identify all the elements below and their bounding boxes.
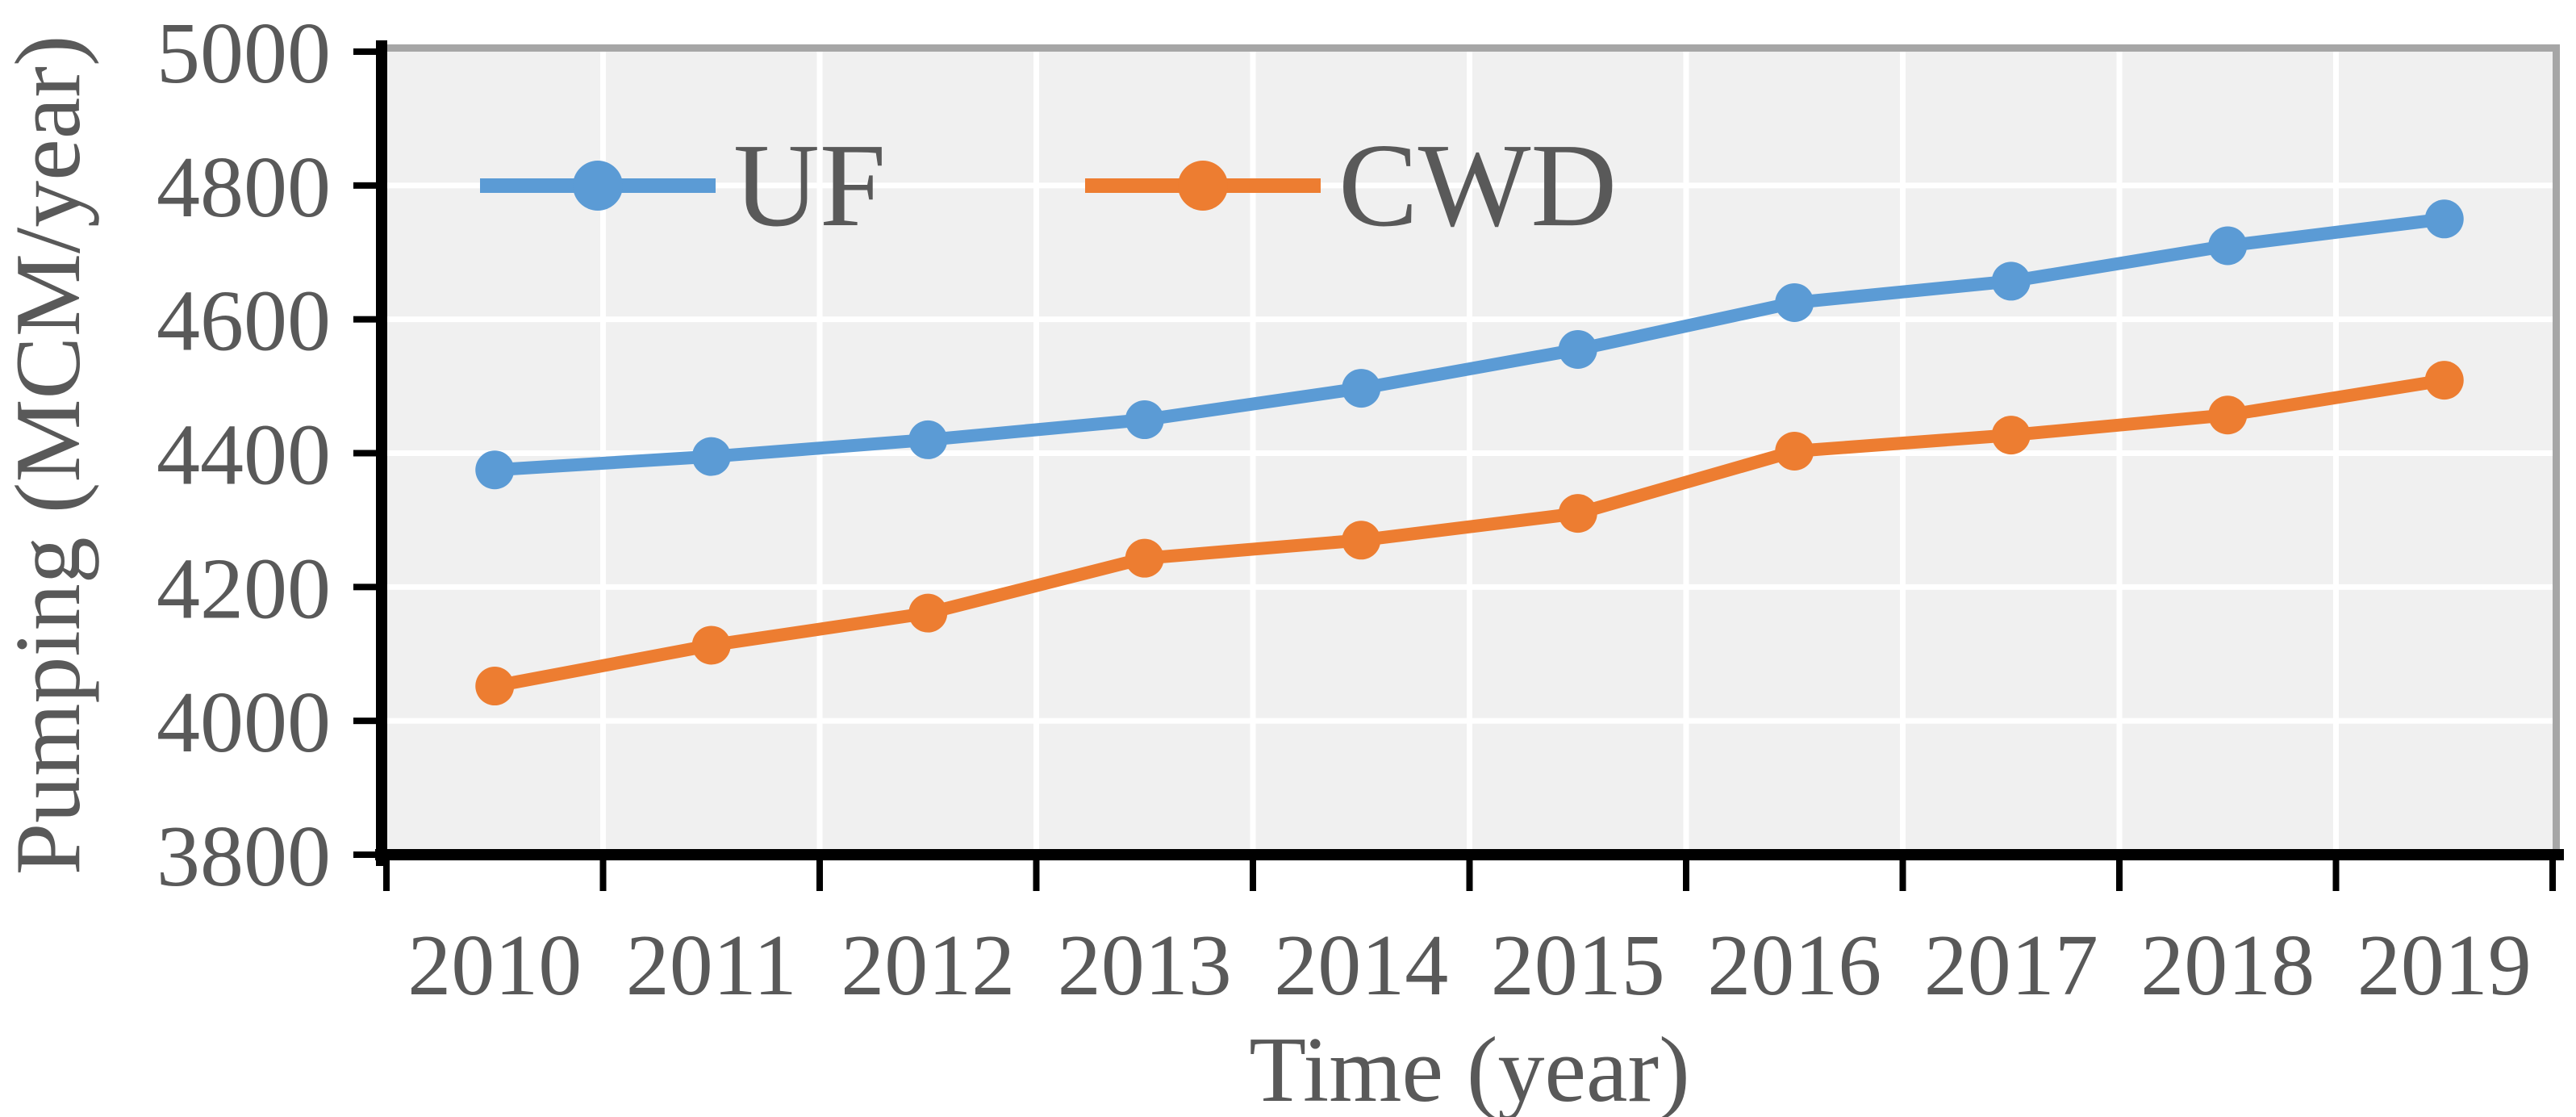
x-axis-tick <box>1683 860 1689 891</box>
y-axis-tick <box>353 851 376 858</box>
y-tick-label: 4200 <box>157 541 331 637</box>
horizontal-gridline <box>386 316 2553 323</box>
x-tick-label: 2016 <box>1707 918 1881 1014</box>
x-tick-label: 2015 <box>1491 918 1665 1014</box>
x-axis-title: Time (year) <box>1249 1019 1690 1117</box>
y-tick-label: 4000 <box>157 675 331 771</box>
uf-marker-2019 <box>2424 199 2464 239</box>
x-tick-label: 2019 <box>2357 918 2532 1014</box>
x-axis-line <box>375 849 2564 860</box>
cwd-legend-marker-icon <box>1085 161 1321 211</box>
cwd-marker-2018 <box>2208 395 2248 435</box>
y-tick-label: 3800 <box>157 809 331 905</box>
x-tick-label: 2014 <box>1274 918 1448 1014</box>
x-axis-tick <box>1899 860 1906 891</box>
x-tick-label: 2012 <box>841 918 1015 1014</box>
y-axis-tick <box>353 584 376 591</box>
y-tick-label: 5000 <box>157 6 331 102</box>
uf-marker-2012 <box>908 420 948 459</box>
x-axis-tick <box>1250 860 1256 891</box>
y-tick-label: 4800 <box>157 140 331 236</box>
x-axis-tick <box>2332 860 2340 891</box>
horizontal-gridline <box>386 182 2553 189</box>
legend-label-cwd: CWD <box>1338 119 1618 252</box>
cwd-marker-2010 <box>475 667 515 706</box>
uf-marker-2018 <box>2208 226 2248 266</box>
horizontal-gridline <box>386 717 2553 724</box>
uf-marker-2014 <box>1342 369 1381 408</box>
legend-label-uf: UF <box>733 119 887 252</box>
legend-item-uf[interactable]: UF <box>480 125 886 246</box>
horizontal-gridline <box>386 584 2553 590</box>
uf-legend-marker-icon <box>480 161 716 211</box>
cwd-marker-2012 <box>908 593 948 633</box>
cwd-marker-2016 <box>1775 432 1814 471</box>
uf-marker-2015 <box>1558 329 1597 369</box>
x-axis-tick <box>2116 860 2123 891</box>
x-axis-tick <box>1033 860 1040 891</box>
x-axis-tick <box>2549 860 2556 891</box>
uf-marker-2017 <box>1991 261 2031 301</box>
x-tick-label: 2018 <box>2140 918 2315 1014</box>
x-axis-tick <box>1466 860 1473 891</box>
y-axis-line <box>376 40 387 866</box>
x-tick-label: 2017 <box>1924 918 2098 1014</box>
x-axis-tick <box>599 860 607 891</box>
cwd-marker-2015 <box>1558 494 1597 533</box>
y-tick-label: 4600 <box>157 274 331 370</box>
y-axis-title: Pumping (MCM/year) <box>0 35 101 876</box>
plot-top-border <box>381 44 2560 52</box>
uf-line <box>488 212 2451 477</box>
uf-marker-2011 <box>691 437 731 476</box>
cwd-marker-2011 <box>691 625 731 665</box>
cwd-line <box>488 374 2451 693</box>
x-axis-tick <box>816 860 823 891</box>
uf-marker-2016 <box>1775 282 1814 322</box>
y-axis-tick <box>353 450 376 457</box>
plot-right-border <box>2553 44 2560 855</box>
legend-item-cwd[interactable]: CWD <box>1085 125 1617 246</box>
y-axis-tick <box>353 182 376 189</box>
horizontal-gridline <box>386 450 2553 456</box>
cwd-marker-2014 <box>1342 521 1381 560</box>
cwd-marker-2013 <box>1125 538 1164 578</box>
x-axis-tick <box>383 860 390 891</box>
y-tick-label: 4400 <box>157 408 331 504</box>
y-axis-tick <box>353 717 376 725</box>
cwd-marker-2017 <box>1991 416 2031 455</box>
x-tick-label: 2013 <box>1058 918 1232 1014</box>
cwd-marker-2019 <box>2424 361 2464 400</box>
x-tick-label: 2010 <box>407 918 582 1014</box>
uf-marker-2010 <box>475 450 515 490</box>
y-axis-tick <box>353 316 376 323</box>
y-axis-tick <box>353 48 376 55</box>
x-tick-label: 2011 <box>626 918 797 1014</box>
uf-marker-2013 <box>1125 400 1164 440</box>
